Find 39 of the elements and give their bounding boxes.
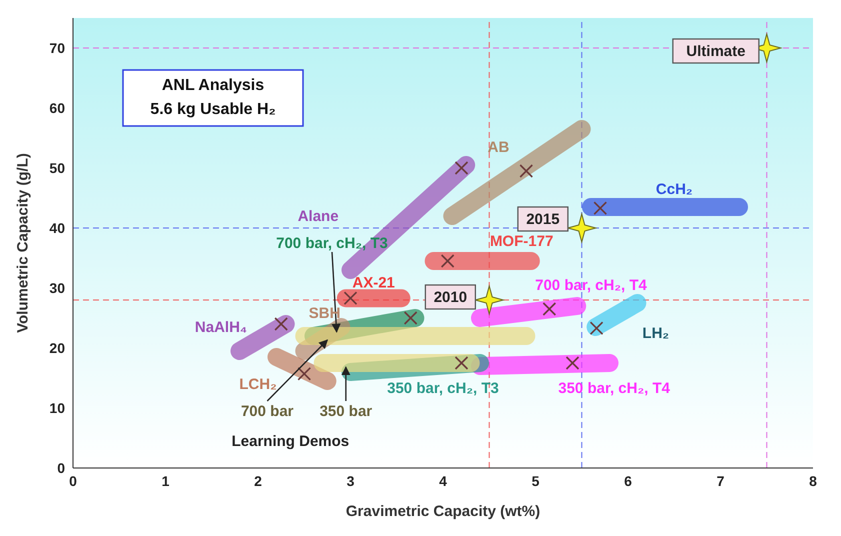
y-tick-label: 70	[49, 40, 66, 56]
text: Alane	[298, 208, 339, 224]
series-label: LH₂	[642, 324, 670, 342]
series-label: AX-21	[352, 274, 395, 292]
y-tick-label: 40	[49, 220, 66, 236]
x-tick-label: 3	[346, 472, 355, 489]
series-label: Ultimate	[686, 42, 746, 60]
y-axis-title: Volumetric Capacity (g/L)	[14, 153, 32, 333]
y-tick-label: 0	[57, 460, 66, 476]
series-label: 350 bar, cH₂, T4	[558, 380, 671, 397]
series-label: 2015	[526, 210, 560, 228]
annotation: Learning Demos	[232, 432, 350, 450]
series-label: MOF-177	[490, 232, 554, 250]
y-tick-label: 50	[49, 160, 66, 176]
x-tick-label: 4	[439, 472, 448, 489]
series-label: 700 bar, cH₂, T4	[535, 276, 648, 294]
series-label: LCH₂	[239, 376, 277, 392]
text: ANL Analysis	[162, 77, 264, 94]
y-tick-label: 30	[49, 280, 66, 296]
y-tick-label: 10	[49, 400, 66, 416]
series-label: 350 bar, cH₂, T3	[387, 380, 499, 397]
text: 5.6 kg Usable H₂	[150, 101, 276, 118]
x-tick-label: 6	[624, 472, 632, 489]
text: 700 bar, cH₂, T3	[276, 234, 388, 252]
x-tick-label: 5	[532, 472, 540, 489]
series-label: 2010	[434, 288, 468, 306]
x-tick-label: 8	[809, 472, 818, 489]
x-tick-label: 0	[69, 472, 78, 489]
series-label: AB	[488, 138, 510, 156]
x-tick-label: 1	[162, 472, 170, 489]
series-label: NaAlH₄	[194, 318, 248, 336]
y-tick-label: 60	[49, 100, 66, 116]
x-tick-label: 7	[716, 472, 725, 489]
y-tick-label: 20	[49, 340, 66, 356]
x-axis-title: Gravimetric Capacity (wt%)	[346, 503, 540, 520]
x-tick-label: 2	[254, 472, 262, 489]
text: 350 bar	[320, 402, 372, 420]
text: 700 bar	[240, 402, 294, 420]
series-label: CcH₂	[656, 180, 693, 198]
